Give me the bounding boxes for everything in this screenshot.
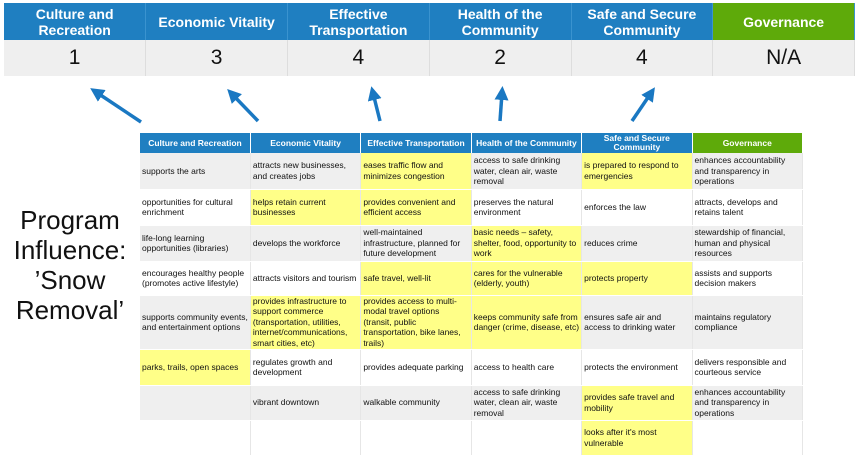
table-row: life-long learning opportunities (librar… [140, 225, 804, 262]
program-influence-label: Program Influence: ’Snow Removal’ [13, 205, 127, 325]
arrow-culture [90, 88, 142, 124]
summary-header-economic-vitality: Economic Vitality [145, 3, 288, 40]
score-safe-and-secure-community: 4 [571, 40, 714, 76]
score-effective-transportation: 4 [287, 40, 430, 76]
arrow-health [494, 86, 509, 122]
table-cell [140, 420, 251, 456]
table-row: vibrant downtown walkable community access… [140, 385, 804, 421]
table-cell: assists and supports decision makers [692, 261, 804, 296]
table-row: supports the arts attracts new businesses… [140, 153, 804, 190]
table-cell: opportunities for cultural enrichment [140, 189, 251, 226]
arrow-economic [227, 88, 260, 123]
table-cell [250, 420, 362, 456]
table-row: looks after it's most vulnerable [140, 420, 804, 456]
table-cell: helps retain current businesses [250, 189, 362, 226]
table-cell: encourages healthy people (promotes acti… [140, 261, 251, 296]
arrow-transportation [367, 86, 382, 122]
table-cell: vibrant downtown [250, 385, 362, 421]
table-cell: cares for the vulnerable (elderly, youth… [471, 261, 583, 296]
score-culture-and-recreation: 1 [4, 40, 147, 76]
table-cell: delivers responsible and courteous servi… [692, 349, 804, 386]
table-cell: enforces the law [581, 189, 693, 226]
detail-header-effective-transportation: Effective Transportation [360, 133, 472, 153]
summary-header-safe-and-secure-community: Safe and Secure Community [571, 3, 714, 40]
detail-header-culture-and-recreation: Culture and Recreation [140, 133, 251, 153]
table-cell: attracts visitors and tourism [250, 261, 362, 296]
table-cell: supports the arts [140, 153, 251, 190]
detail-criteria-table: Culture and Recreation Economic Vitality E… [140, 133, 804, 456]
score-health-of-the-community: 2 [429, 40, 572, 76]
table-cell: protects property [581, 261, 693, 296]
table-cell: eases traffic flow and minimizes congest… [360, 153, 472, 190]
summary-header-governance: Governance [712, 3, 855, 40]
arrow-safe [630, 87, 655, 122]
score-governance: N/A [712, 40, 855, 76]
table-row: supports community events, and entertain… [140, 295, 804, 350]
table-cell: reduces crime [581, 225, 693, 262]
table-cell: life-long learning opportunities (librar… [140, 225, 251, 262]
table-cell: regulates growth and development [250, 349, 362, 386]
table-cell: provides infrastructure to support comme… [250, 295, 362, 350]
table-cell: keeps community safe from danger (crime,… [471, 295, 583, 350]
table-cell: well-maintained infrastructure, planned … [360, 225, 472, 262]
table-cell [471, 420, 583, 456]
detail-header-governance: Governance [692, 133, 804, 153]
table-cell: preserves the natural environment [471, 189, 583, 226]
table-cell: enhances accountability and transparency… [692, 385, 804, 421]
table-row: encourages healthy people (promotes acti… [140, 261, 804, 296]
table-cell: enhances accountability and transparency… [692, 153, 804, 190]
table-cell: walkable community [360, 385, 472, 421]
table-cell [140, 385, 251, 421]
table-cell: provides convenient and efficient access [360, 189, 472, 226]
table-cell: is prepared to respond to emergencies [581, 153, 693, 190]
summary-header-culture-and-recreation: Culture and Recreation [4, 3, 147, 40]
table-cell: access to health care [471, 349, 583, 386]
table-cell: safe travel, well-lit [360, 261, 472, 296]
table-cell: provides safe travel and mobility [581, 385, 693, 421]
table-row: opportunities for cultural enrichment hel… [140, 189, 804, 226]
table-cell: access to safe drinking water, clean air… [471, 153, 583, 190]
table-cell: stewardship of financial, human and phys… [692, 225, 804, 262]
table-cell: develops the workforce [250, 225, 362, 262]
table-row: parks, trails, open spaces regulates grow… [140, 349, 804, 386]
summary-header-effective-transportation: Effective Transportation [287, 3, 430, 40]
detail-header-safe-and-secure-community: Safe and Secure Community [581, 133, 693, 153]
table-cell [360, 420, 472, 456]
table-cell: maintains regulatory compliance [692, 295, 804, 350]
table-cell [692, 420, 804, 456]
table-cell: attracts new businesses, and creates job… [250, 153, 362, 190]
table-cell: basic needs – safety, shelter, food, opp… [471, 225, 583, 262]
summary-score-table: Culture and Recreation Economic Vitality E… [4, 3, 855, 76]
detail-header-health-of-the-community: Health of the Community [471, 133, 583, 153]
table-cell: looks after it's most vulnerable [581, 420, 693, 456]
table-cell: parks, trails, open spaces [140, 349, 251, 386]
summary-header-health-of-the-community: Health of the Community [429, 3, 572, 40]
score-economic-vitality: 3 [145, 40, 288, 76]
table-cell: ensures safe air and access to drinking … [581, 295, 693, 350]
table-cell: attracts, develops and retains talent [692, 189, 804, 226]
table-cell: protects the environment [581, 349, 693, 386]
table-cell: provides access to multi-modal travel op… [360, 295, 472, 350]
table-cell: provides adequate parking [360, 349, 472, 386]
table-cell: supports community events, and entertain… [140, 295, 251, 350]
detail-header-economic-vitality: Economic Vitality [250, 133, 362, 153]
table-cell: access to safe drinking water, clean air… [471, 385, 583, 421]
